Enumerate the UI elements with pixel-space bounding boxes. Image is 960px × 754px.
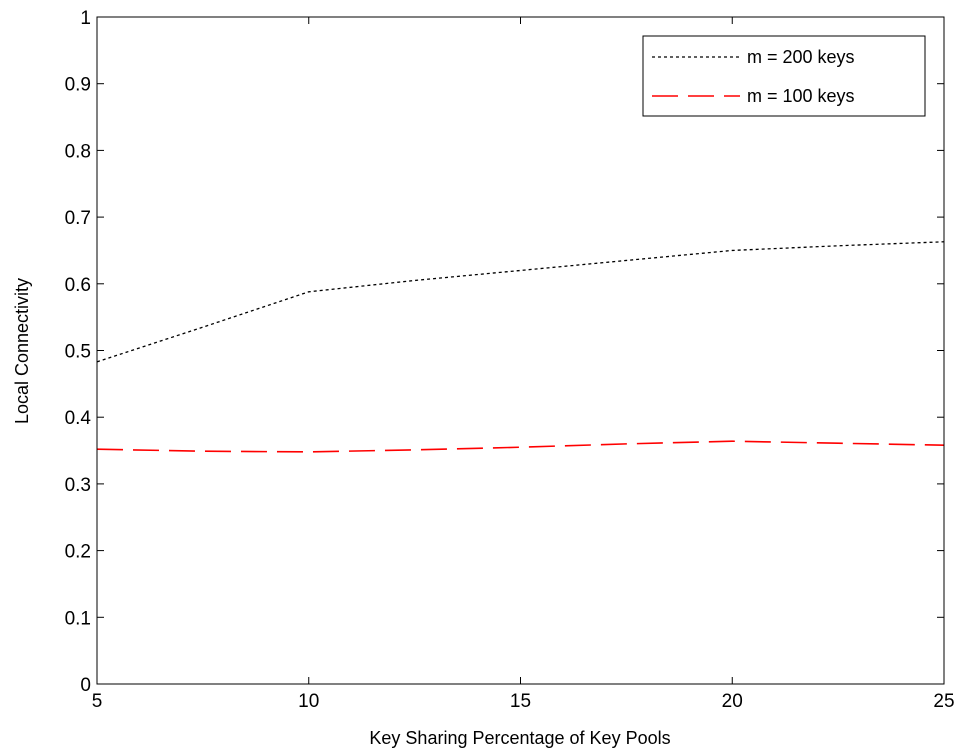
legend: m = 200 keys m = 100 keys: [642, 35, 926, 117]
y-tick-label: 0: [80, 675, 91, 696]
series-layer: [96, 241, 945, 453]
x-tick-label: 25: [933, 691, 954, 712]
y-tick-label: 0.2: [65, 542, 91, 563]
y-axis-label: Local Connectivity: [12, 278, 32, 424]
y-tick-label: 0.8: [65, 141, 91, 162]
y-tick-label: 0.5: [65, 342, 91, 363]
y-tick-label: 1: [80, 8, 91, 29]
x-tick-label: 10: [298, 691, 319, 712]
legend-box: [642, 35, 926, 117]
x-axis-label: Key Sharing Percentage of Key Pools: [369, 728, 670, 748]
x-tick-label: 20: [722, 691, 743, 712]
y-tick-label: 0.9: [65, 75, 91, 96]
x-tick-label: 15: [510, 691, 531, 712]
y-tick-label: 0.4: [65, 408, 92, 429]
y-tick-label: 0.7: [65, 208, 91, 229]
y-tick-label: 0.3: [65, 475, 91, 496]
legend-label-1: m = 200 keys: [747, 47, 855, 67]
y-tick-label: 0.1: [65, 608, 91, 629]
legend-label-2: m = 100 keys: [747, 86, 855, 106]
plot-area-frame: [96, 16, 945, 685]
y-tick-label: 0.6: [65, 275, 91, 296]
x-tick-label: 5: [92, 691, 103, 712]
ticks-layer: 5 10 15 20 25 0 0.1 0.2 0.3 0.4 0.5 0.6 0.7 0.8 0.9 1: [65, 8, 955, 712]
series-line-2: [96, 440, 945, 453]
